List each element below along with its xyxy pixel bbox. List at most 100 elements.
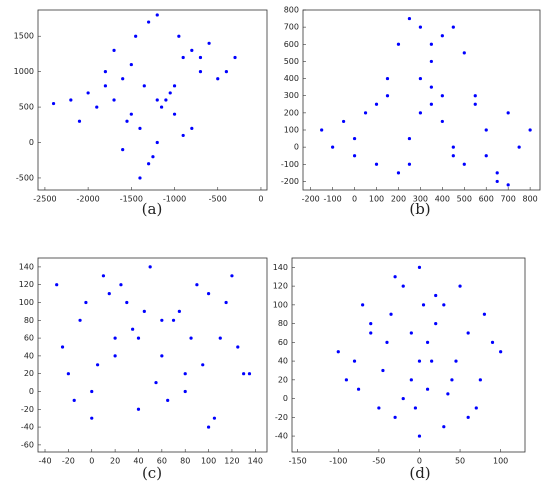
point — [517, 145, 521, 149]
point — [385, 340, 389, 344]
point — [181, 55, 185, 60]
y-tick-label: 0 — [283, 394, 288, 403]
point — [385, 76, 390, 81]
point — [147, 20, 151, 24]
point — [183, 372, 187, 376]
point — [119, 283, 123, 287]
x-tick-label: 120 — [224, 457, 239, 466]
point — [356, 387, 361, 391]
point — [440, 34, 444, 38]
point — [154, 380, 158, 385]
x-tick-label: -20 — [62, 457, 75, 466]
point — [95, 105, 99, 109]
point — [409, 331, 413, 335]
x-tick-label: 20 — [110, 457, 120, 466]
point — [224, 300, 228, 305]
y-tick-label: 500 — [284, 57, 299, 66]
x-tick-label: 500 — [457, 195, 472, 204]
panel-caption: (d) — [409, 464, 430, 482]
point — [195, 283, 199, 287]
y-tick-label: -20 — [21, 405, 34, 414]
point — [142, 84, 146, 88]
point — [442, 425, 446, 429]
point — [344, 378, 348, 382]
point — [361, 303, 365, 307]
point — [482, 312, 487, 316]
point — [101, 274, 106, 278]
point — [66, 372, 70, 376]
y-tick-label: 80 — [24, 316, 34, 325]
point — [198, 70, 203, 74]
point — [478, 378, 482, 382]
point — [495, 179, 499, 184]
point — [396, 171, 401, 175]
y-tick-label: -500 — [16, 173, 34, 182]
point — [466, 415, 470, 419]
point — [247, 372, 252, 376]
x-tick-label: -150 — [289, 457, 307, 466]
point — [177, 309, 181, 313]
point — [381, 368, 385, 373]
y-tick-label: 400 — [284, 74, 299, 83]
point — [352, 136, 357, 141]
y-tick-label: 0 — [29, 138, 34, 147]
x-tick-label: -500 — [209, 195, 227, 204]
point — [233, 55, 237, 60]
x-tick-label: 40 — [133, 457, 143, 466]
point — [429, 42, 433, 46]
point — [418, 25, 423, 29]
point — [446, 392, 450, 396]
y-tick-label: 0 — [29, 387, 34, 396]
point — [385, 94, 390, 98]
x-tick-label: -1000 — [163, 195, 186, 204]
point — [417, 434, 422, 438]
point — [107, 291, 111, 296]
point — [168, 91, 172, 95]
y-tick-label: 60 — [24, 334, 34, 343]
point — [155, 98, 159, 102]
point — [495, 171, 499, 175]
point — [206, 291, 211, 296]
x-tick-label: 0 — [258, 195, 263, 204]
point — [84, 300, 88, 305]
point — [103, 70, 108, 74]
point — [393, 415, 397, 419]
point — [155, 140, 159, 145]
point — [407, 16, 412, 21]
point — [429, 59, 433, 64]
x-tick-label: 400 — [435, 195, 450, 204]
point — [331, 145, 335, 149]
x-tick-label: -2000 — [76, 195, 99, 204]
point — [189, 336, 193, 340]
point — [207, 41, 211, 45]
point — [473, 94, 477, 98]
x-tick-label: -100 — [324, 195, 342, 204]
point — [190, 126, 194, 130]
y-tick-label: 20 — [278, 375, 288, 384]
point — [77, 119, 82, 123]
x-tick-label: 140 — [248, 457, 263, 466]
point — [401, 396, 405, 401]
point — [206, 425, 211, 429]
point — [55, 283, 59, 287]
point — [60, 345, 65, 349]
point — [450, 378, 454, 382]
point — [393, 275, 397, 279]
point — [138, 126, 142, 130]
panel-caption: (a) — [142, 200, 163, 218]
y-tick-label: 140 — [273, 263, 288, 272]
point — [352, 359, 357, 363]
x-tick-label: -50 — [372, 457, 385, 466]
point — [190, 48, 194, 52]
point — [51, 101, 56, 106]
point — [159, 105, 164, 109]
y-tick-label: 300 — [284, 91, 299, 100]
y-tick-label: -100 — [281, 160, 299, 169]
point — [363, 111, 368, 115]
point — [341, 119, 346, 124]
point — [129, 112, 133, 116]
point — [236, 345, 240, 349]
x-tick-label: 300 — [413, 195, 428, 204]
x-tick-label: 60 — [157, 457, 167, 466]
x-tick-label: 600 — [479, 195, 494, 204]
